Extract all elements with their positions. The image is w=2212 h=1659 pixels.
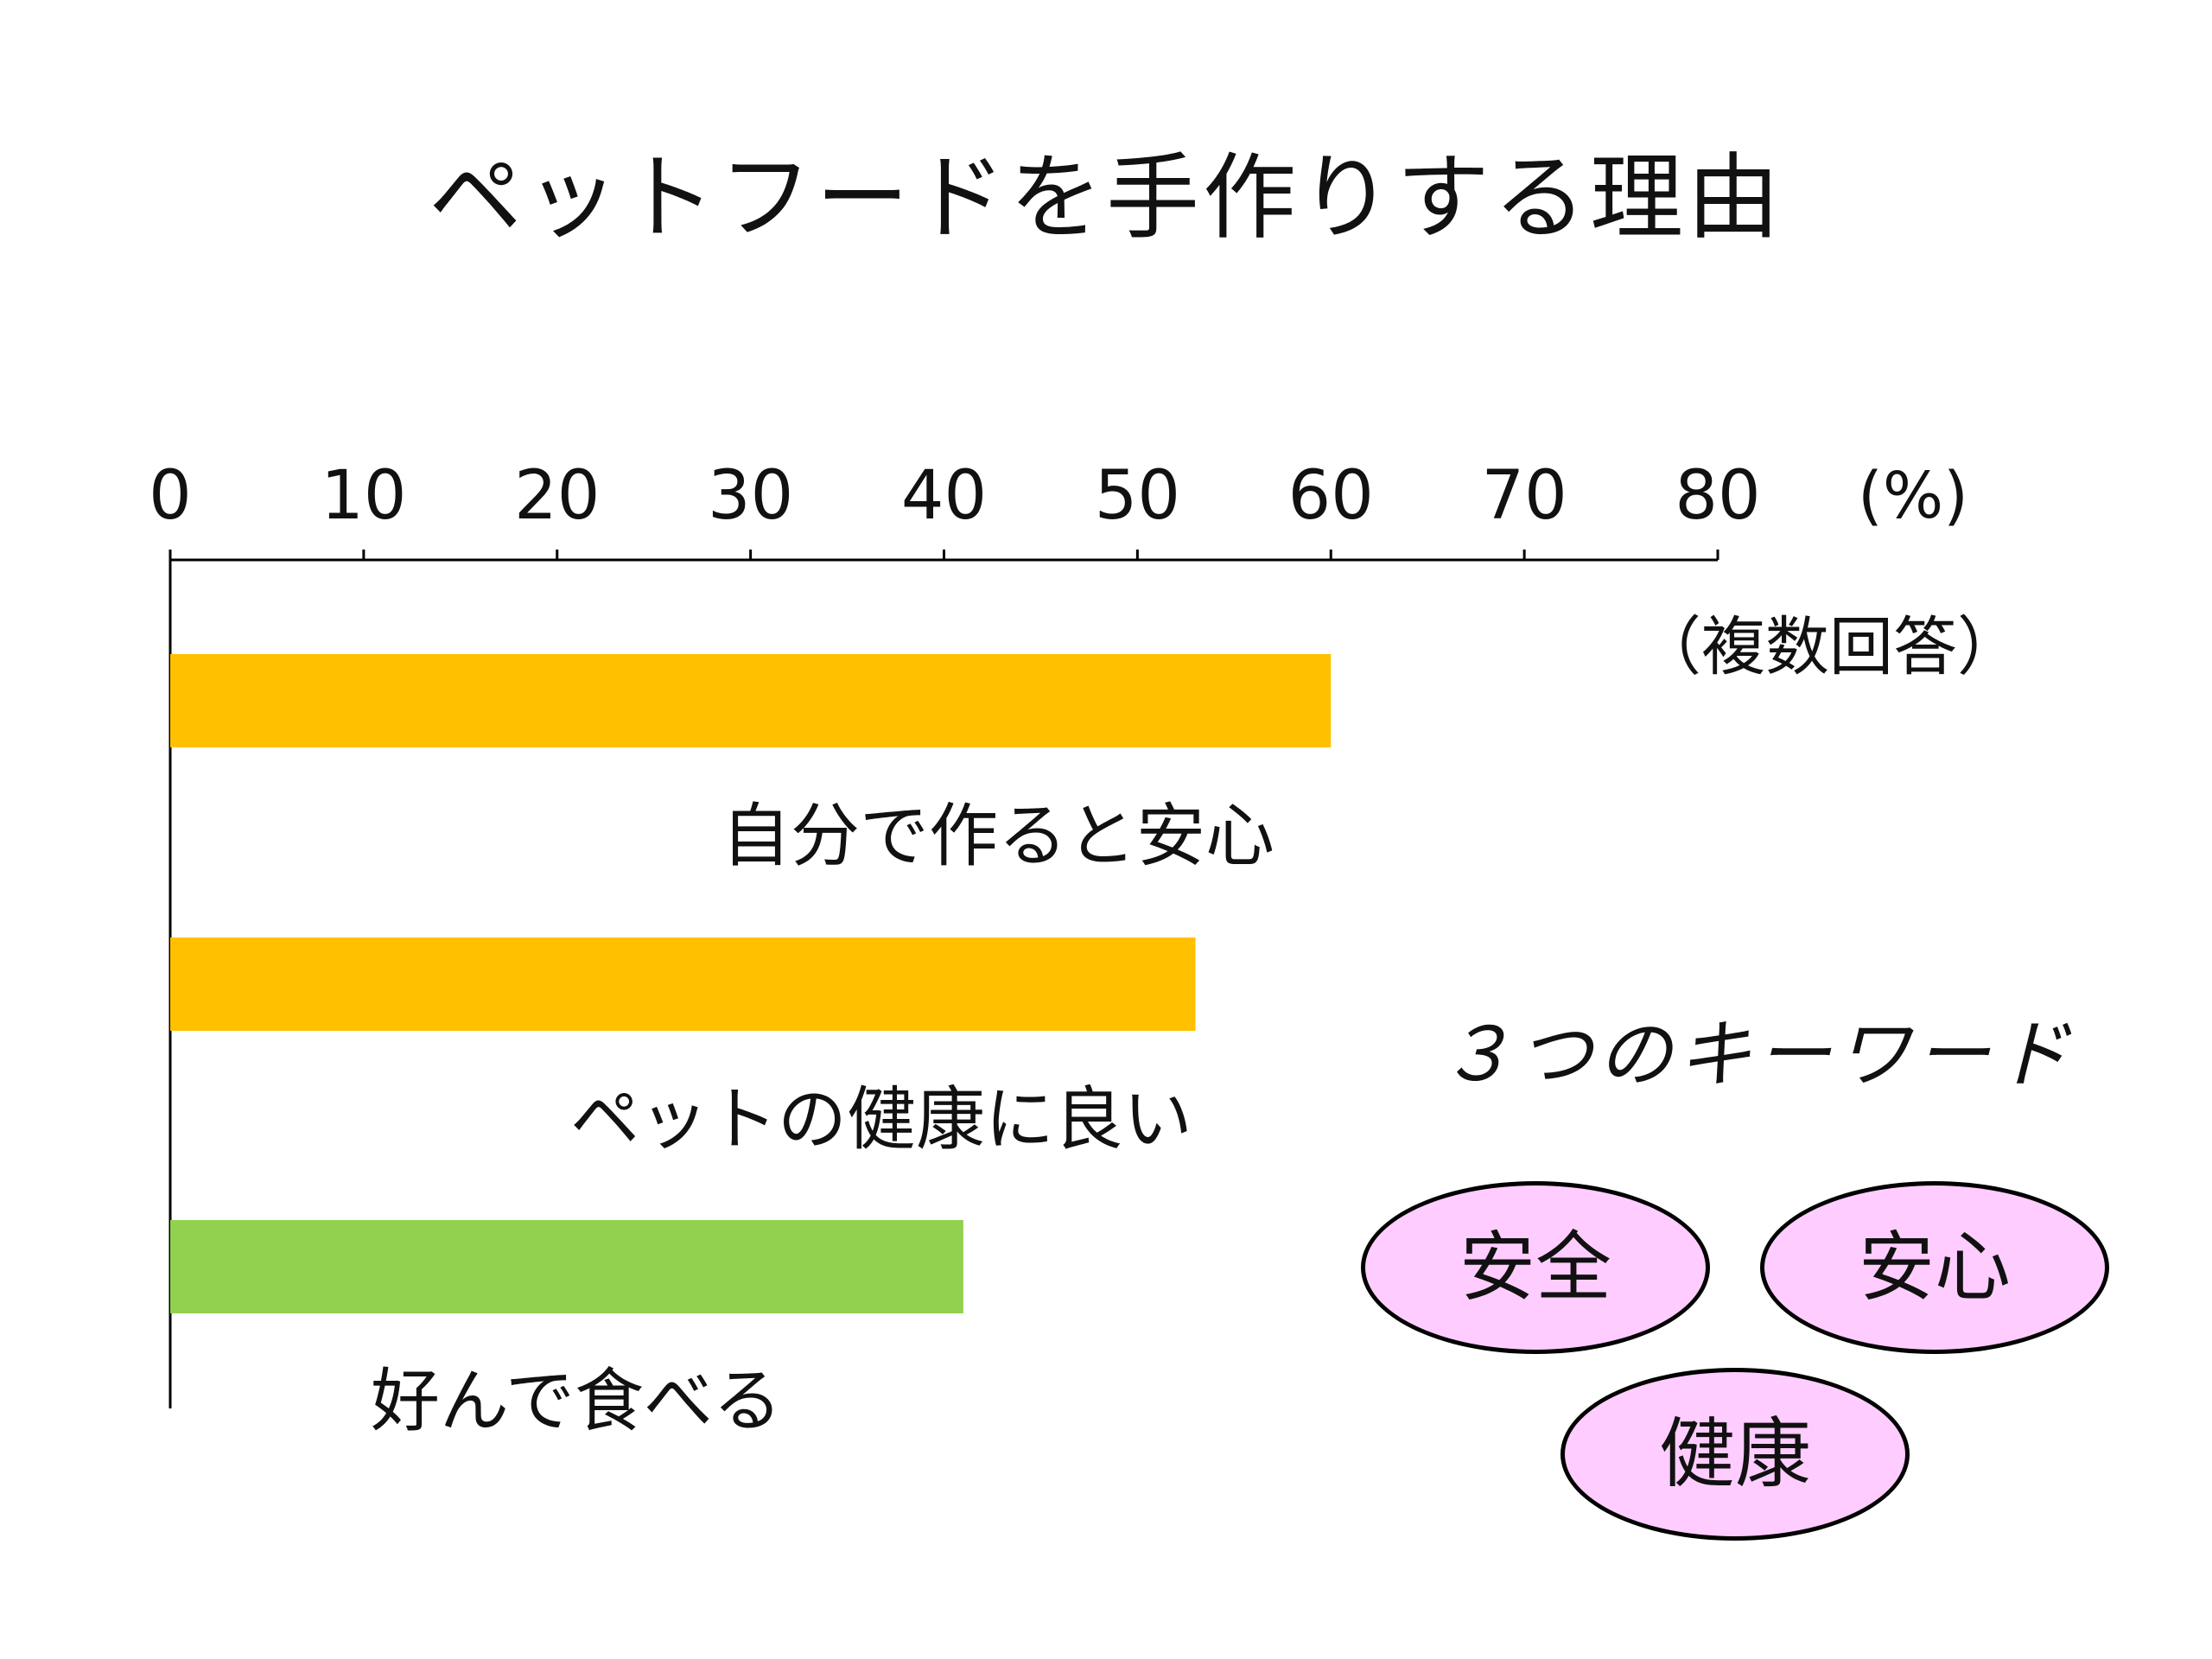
x-tick-label-30: 30 (708, 457, 793, 535)
x-tick-label-70: 70 (1481, 457, 1567, 535)
x-tick-label-80: 80 (1675, 457, 1760, 535)
bar-2 (170, 1220, 963, 1313)
chart-title: ペットフードを手作りする理由 (428, 144, 1783, 252)
axis-unit-label: (%) (1858, 459, 1969, 533)
x-tick-label-20: 20 (514, 457, 600, 535)
x-tick-label-40: 40 (901, 457, 987, 535)
multiple-answer-note: （複数回答） (1637, 610, 2021, 684)
bar-0 (170, 654, 1332, 747)
keyword-bubble-peace-of-mind: 安心 (1760, 1181, 2109, 1354)
x-tick-label-0: 0 (149, 457, 192, 535)
category-label-safe: 自分で作ると安心 (721, 796, 1274, 876)
keyword-bubble-safety: 安全 (1361, 1181, 1710, 1354)
x-tick-label-60: 60 (1288, 457, 1374, 535)
category-label-healthy: ペットの健康に良い (570, 1079, 1192, 1160)
keywords-title: ３つのキーワード (1439, 1012, 2075, 1098)
x-tick-label-50: 50 (1095, 457, 1180, 535)
keyword-bubble-health: 健康 (1560, 1368, 1910, 1541)
bar-1 (170, 938, 1196, 1031)
category-label-likes-eating: 好んで食べる (371, 1361, 782, 1441)
x-tick-label-10: 10 (321, 457, 406, 535)
